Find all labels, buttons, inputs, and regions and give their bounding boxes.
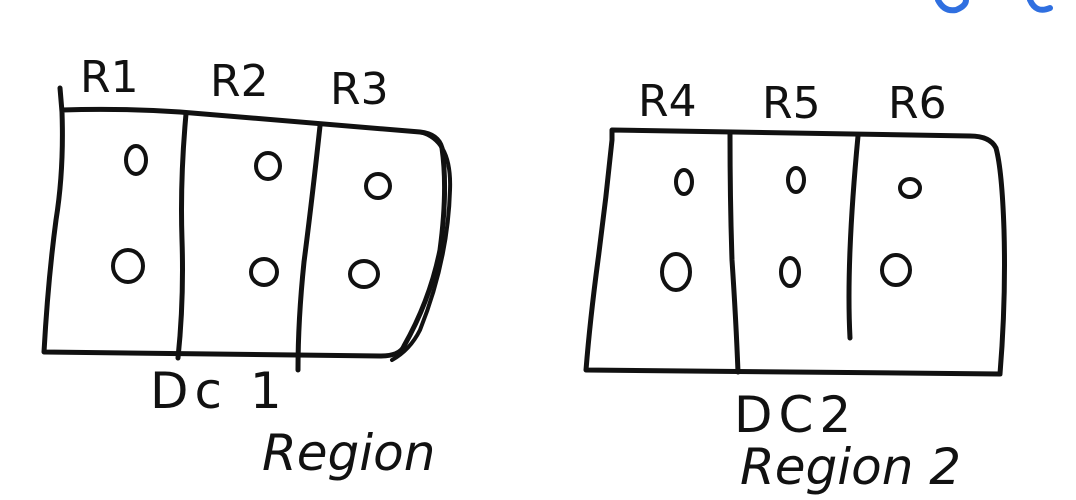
dc2-r6-server-top [898,177,922,199]
dc1-label: Dc 1 [150,362,288,420]
dc2-rack-label-3: R6 [888,78,947,129]
datacenter-2: R4 R5 R6 DC2 Region 2 [583,76,1007,496]
dc1-r2-server-bottom [249,257,279,287]
dc1-r2-server-top [254,151,282,181]
dc1-rack-label-1: R1 [80,52,139,103]
dc2-r4-server-bottom [660,252,692,292]
dc1-divider-2 [295,123,323,373]
dc1-rack-label-3: R3 [330,64,389,115]
dc1-rack-label-2: R2 [210,56,269,107]
dc2-region-label: Region 2 [740,438,961,496]
dc1-region-label: Region [262,424,435,482]
dc2-rack-label-1: R4 [638,76,697,127]
dc2-divider-2 [846,133,861,341]
blue-marks-top-right [935,0,1053,14]
dc1-outline-double [390,130,453,362]
dc2-r5-server-top [786,166,806,194]
dc1-r1-server-top [124,144,148,176]
dc2-rack-label-2: R5 [762,78,821,129]
dc2-label: DC2 [734,386,857,444]
dc2-r5-server-bottom [779,256,801,288]
dc2-divider-1 [727,131,741,375]
dc2-outline [583,127,1007,377]
datacenter-1: R1 R2 R3 Dc 1 Region [41,52,453,482]
dc2-r4-server-top [674,168,694,196]
dc1-divider-1 [175,111,189,361]
dc1-outline [41,85,448,359]
dc1-r1-server-bottom [111,248,145,284]
dc2-r6-server-bottom [880,253,912,287]
dc1-r3-server-top [364,172,392,200]
dc1-r3-server-bottom [348,259,380,289]
